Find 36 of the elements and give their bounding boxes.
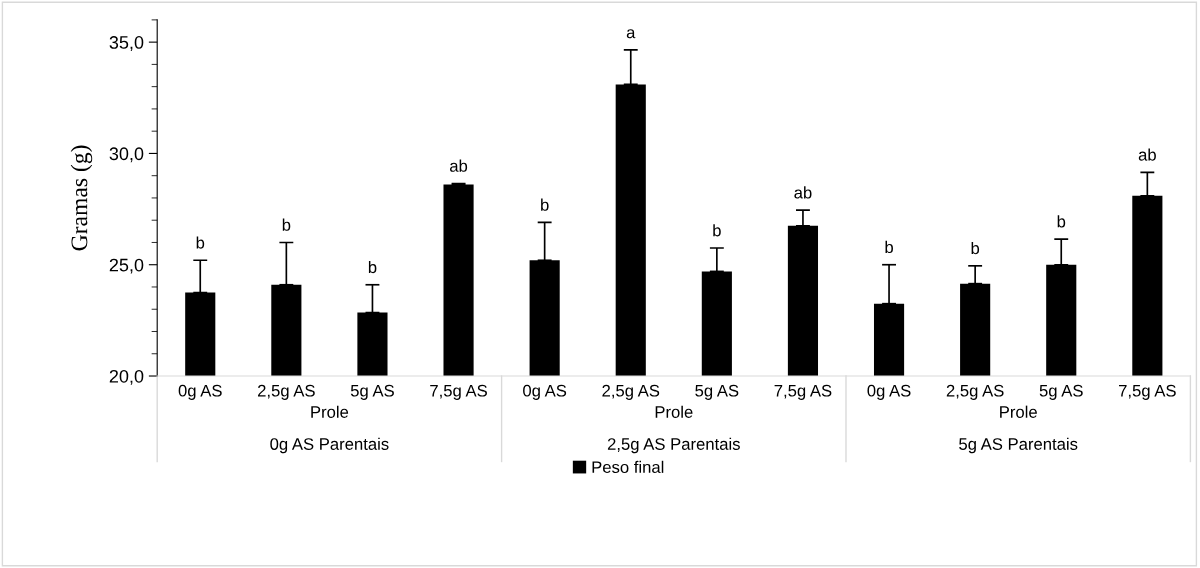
annotation: ab xyxy=(794,186,812,199)
text: 5g AS Parentais xyxy=(959,437,1078,454)
y-tick-label: 25,0 xyxy=(109,258,144,274)
x-tick-label: 5g AS xyxy=(350,384,394,400)
x-tick-label: 5g AS xyxy=(695,384,739,400)
annotation: b xyxy=(1057,215,1066,228)
annotation: ab xyxy=(1138,148,1156,161)
y-tick-label: 20,0 xyxy=(109,369,144,385)
text: Prole xyxy=(1000,405,1037,418)
annotation: b xyxy=(713,224,721,237)
x-tick-label: 2,5g AS xyxy=(258,384,315,400)
x-tick-label: 5g AS xyxy=(1039,384,1083,400)
y-axis-title: Gramas (g) xyxy=(70,145,93,251)
x-tick-label: 0g AS xyxy=(867,384,911,400)
annotation: b xyxy=(368,260,377,274)
x-tick-label: 2,5g AS xyxy=(602,384,660,400)
annotation: b xyxy=(282,218,291,231)
annotation: b xyxy=(971,241,980,255)
text: Prole xyxy=(655,405,693,418)
text: 2,5g AS Parentais xyxy=(607,437,740,454)
x-tick-label: 0g AS xyxy=(523,384,567,400)
annotation: ab xyxy=(449,159,468,172)
text: 0g AS Parentais xyxy=(270,437,389,454)
x-tick-label: 7,5g AS xyxy=(1119,384,1176,400)
x-tick-label: 7,5g AS xyxy=(774,384,832,400)
y-tick-label: 35,0 xyxy=(109,36,144,51)
x-tick-label: 0g AS xyxy=(178,384,222,400)
x-tick-label: 2,5g AS xyxy=(946,384,1004,400)
text: Prole xyxy=(311,405,349,418)
annotation: a xyxy=(626,29,636,39)
annotation: b xyxy=(541,198,549,211)
annotation: b xyxy=(196,236,205,249)
x-tick-label: 7,5g AS xyxy=(430,384,487,400)
annotation: b xyxy=(885,240,893,254)
y-tick-label: 30,0 xyxy=(109,147,144,163)
legend-label: Peso final xyxy=(592,460,664,474)
